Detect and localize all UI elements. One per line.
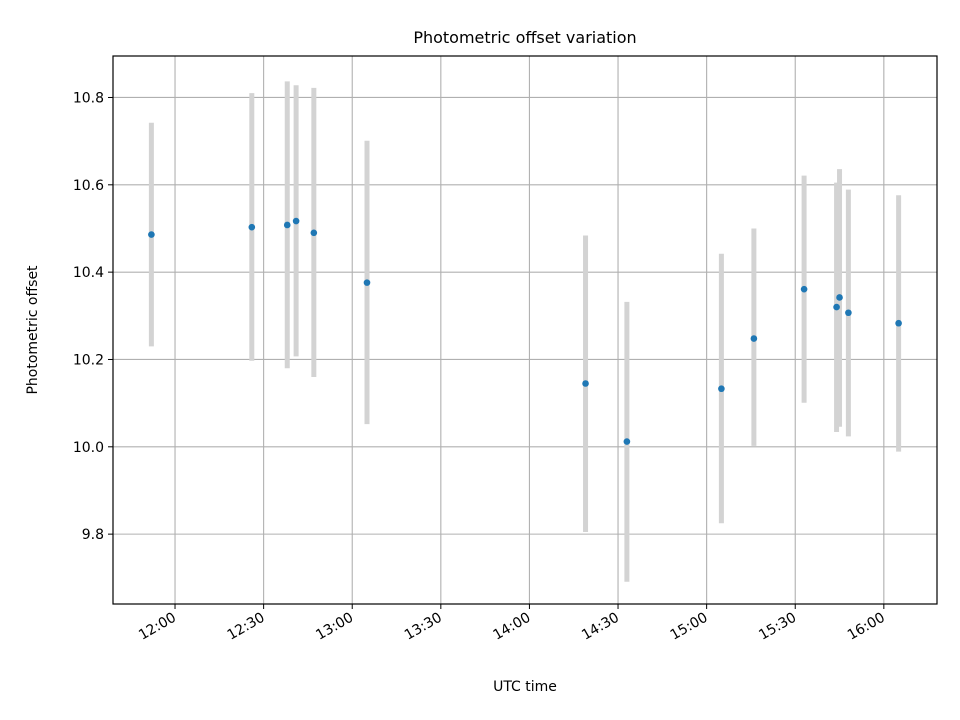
y-tick-label: 10.6 (73, 178, 104, 194)
data-point (582, 380, 589, 387)
x-tick-label: 15:00 (668, 610, 711, 644)
plot-area-frame (112, 55, 938, 605)
data-point (623, 438, 631, 445)
chart-title: Photometric offset variation (413, 28, 636, 47)
x-axis-label: UTC time (493, 679, 557, 695)
y-tick-label: 10.0 (73, 440, 104, 456)
y-axis-ticks: 9.8 10.0 10.2 10.4 10.6 10.8 (73, 90, 113, 543)
x-tick-label: 16:00 (845, 610, 888, 644)
data-point (800, 285, 808, 293)
y-tick-label: 10.4 (73, 265, 104, 281)
x-axis-ticks: 12:00 12:30 13:00 13:30 14:00 14:30 15:00 15:30… (136, 604, 888, 644)
data-point (750, 335, 758, 342)
data-point (833, 303, 840, 311)
data-point (895, 319, 902, 327)
y-axis-label: Photometric offset (25, 265, 41, 395)
data-point (283, 221, 291, 229)
data-point (292, 217, 300, 225)
data-point (310, 229, 318, 237)
x-tick-label: 12:30 (225, 610, 268, 644)
y-tick-label: 9.8 (82, 527, 104, 543)
grid-lines (113, 56, 937, 604)
y-tick-label: 10.8 (73, 90, 104, 106)
x-tick-label: 13:00 (313, 610, 356, 644)
x-tick-label: 12:00 (136, 610, 179, 644)
data-point (248, 223, 256, 231)
data-point (363, 279, 371, 286)
x-tick-label: 15:30 (756, 610, 799, 644)
data-points (148, 217, 902, 445)
x-tick-label: 14:00 (490, 610, 533, 644)
data-point (718, 385, 725, 393)
x-tick-label: 14:30 (579, 610, 622, 644)
data-point (845, 309, 852, 317)
data-point (148, 231, 155, 238)
data-point (836, 294, 843, 301)
y-tick-label: 10.2 (73, 352, 104, 368)
x-tick-label: 13:30 (402, 610, 445, 644)
